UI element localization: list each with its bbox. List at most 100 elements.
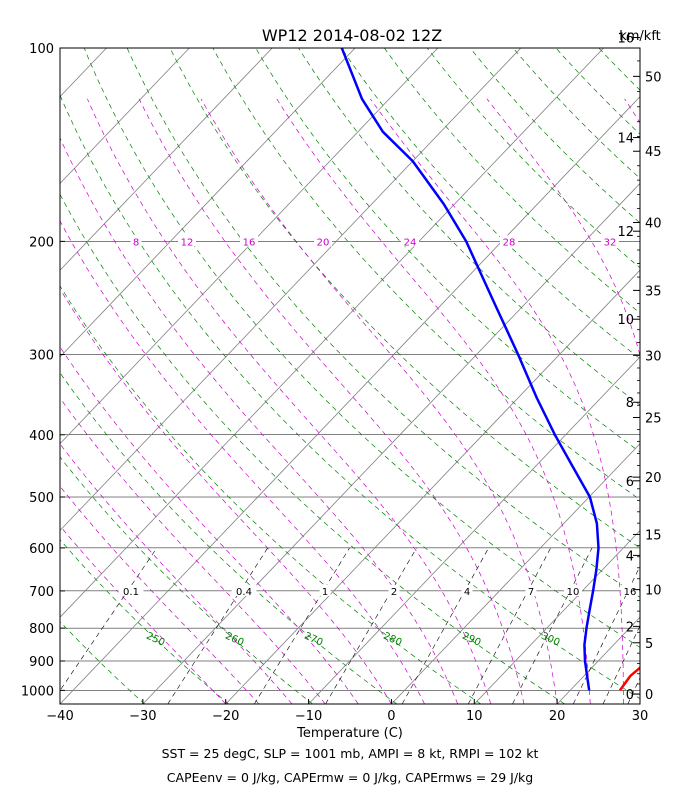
- pressure-tick-label: 800: [29, 622, 54, 637]
- moist-adiabat-line: [60, 136, 459, 704]
- moist-adiabat-line: [138, 98, 525, 704]
- km-tick-label: 0: [626, 688, 634, 703]
- kft-tick-label: 0: [645, 688, 653, 703]
- mixing-ratio-label: 1: [322, 587, 328, 598]
- dry-adiabat-line: [427, 48, 640, 269]
- kft-tick-label: 40: [645, 216, 662, 231]
- footer-line-2: CAPEenv = 0 J/kg, CAPErmw = 0 J/kg, CAPE…: [167, 770, 533, 785]
- km-tick-label: 12: [617, 225, 634, 240]
- x-tick-label: −20: [212, 709, 239, 724]
- dry-adiabat-label: 270: [302, 631, 324, 649]
- pressure-tick-label: 500: [29, 491, 54, 506]
- km-tick-label: 4: [626, 549, 634, 564]
- kft-tick-label: 50: [645, 70, 662, 85]
- dry-adiabat-line: [384, 48, 640, 314]
- isotherm-line: [60, 48, 356, 358]
- km-tick-label: 16: [617, 32, 634, 47]
- mixing-ratio-labels: 8 12 16 20 24 28 320.1 0.4 1 2 4 7 10 16: [118, 235, 639, 598]
- isotherm-line: [0, 48, 24, 704]
- mixing-ratio-label: 7: [528, 587, 534, 598]
- plot-frame: [59, 47, 641, 705]
- dry-adiabat-line: [255, 48, 640, 453]
- pressure-tick-label: 700: [29, 585, 54, 600]
- isotherm-line: [60, 96, 640, 704]
- x-tick-label: −40: [46, 709, 73, 724]
- pressure-tick-label: 400: [29, 429, 54, 444]
- dry-adiabat-line: [60, 285, 481, 704]
- mixing-ratio-label: 16: [243, 237, 256, 248]
- kft-tick-label: 10: [645, 584, 662, 599]
- chart-title: WP12 2014-08-02 12Z: [262, 26, 442, 45]
- moist-adiabat-line: [486, 98, 640, 357]
- km-tick-label: 10: [617, 313, 634, 328]
- dry-adiabat-line: [60, 539, 229, 704]
- moist-adiabat-line: [60, 288, 392, 704]
- x-tick-label: 10: [466, 709, 483, 724]
- isotherm-line: [308, 356, 640, 704]
- moist-adiabat-line: [87, 98, 492, 704]
- isotherm-line: [391, 443, 640, 704]
- dry-adiabat-line: [60, 702, 61, 704]
- dry-adiabat-line: [212, 48, 640, 500]
- footer-line-1: SST = 25 degC, SLP = 1001 mb, AMPI = 8 k…: [162, 746, 539, 761]
- mixing-ratio-label: 0.4: [236, 587, 252, 598]
- isotherm-line: [60, 48, 107, 98]
- dry-adiabat-line: [512, 48, 640, 179]
- mixing-ratio-line: [467, 547, 551, 704]
- right-axis-label: km/kft: [619, 29, 661, 44]
- moist-adiabat-line: [624, 98, 640, 124]
- kft-tick-label: 5: [645, 637, 653, 652]
- dewpoint-profile: [340, 48, 600, 691]
- km-tick-label: 8: [626, 396, 634, 411]
- moist-adiabat-line: [200, 98, 558, 704]
- kft-tick-label: 45: [645, 145, 662, 160]
- moist-adiabat-line: [60, 346, 359, 704]
- mixing-ratio-label: 12: [181, 237, 194, 248]
- isotherm-line: [473, 529, 640, 704]
- moist-adiabat-line: [60, 443, 293, 704]
- mixing-ratio-line: [167, 547, 268, 704]
- dry-adiabat-line: [60, 621, 145, 704]
- mixing-ratio-label: 4: [464, 587, 470, 598]
- km-tick-label: 6: [626, 475, 634, 490]
- x-axis-label: Temperature (C): [296, 726, 403, 741]
- dry-adiabat-line: [60, 456, 313, 704]
- x-tick-label: 30: [632, 709, 649, 724]
- kft-tick-label: 35: [645, 284, 662, 299]
- mixing-ratio-line: [325, 547, 417, 704]
- dry-adiabat-line: [60, 94, 640, 699]
- moist-adiabat-line: [60, 220, 425, 704]
- mixing-ratio-label: 32: [604, 237, 617, 248]
- dry-adiabat-line: [298, 48, 640, 406]
- kft-tick-label: 20: [645, 471, 662, 486]
- isotherm-line: [60, 48, 273, 271]
- km-tick-label: 2: [626, 620, 634, 635]
- mixing-ratio-line: [254, 547, 350, 704]
- pressure-tick-label: 300: [29, 348, 54, 363]
- isotherm-line: [60, 48, 190, 185]
- mixing-ratio-label: 10: [567, 587, 580, 598]
- kft-tick-label: 15: [645, 528, 662, 543]
- mixing-ratio-line: [401, 547, 489, 704]
- mixing-ratio-label: 0.1: [123, 587, 139, 598]
- mixing-ratio-label: 8: [133, 237, 139, 248]
- kft-tick-label: 30: [645, 349, 662, 364]
- dry-adiabat-line: [83, 48, 640, 648]
- x-tick-label: −30: [129, 709, 156, 724]
- km-tick-label: 14: [617, 132, 634, 147]
- mixing-ratio-line: [60, 547, 158, 691]
- mixing-ratio-label: 24: [404, 237, 417, 248]
- dry-adiabat-line: [126, 48, 640, 598]
- moist-adiabat-line: [60, 525, 226, 704]
- dry-adiabat-line: [60, 372, 398, 704]
- x-tick-label: −10: [295, 709, 322, 724]
- pressure-tick-label: 200: [29, 235, 54, 250]
- mixing-ratio-label: 2: [391, 587, 397, 598]
- mixing-ratio-line: [602, 625, 640, 704]
- pressure-tick-label: 1000: [21, 684, 54, 699]
- dry-adiabat-line: [60, 193, 565, 704]
- mixing-ratio-label: 16: [624, 587, 637, 598]
- dry-adiabat-label: 300: [539, 631, 561, 649]
- kft-tick-label: 25: [645, 412, 662, 427]
